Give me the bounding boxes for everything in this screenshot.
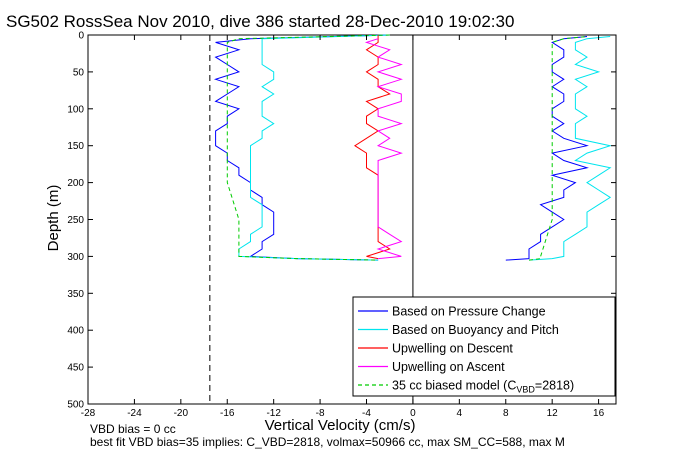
y-tick-label-9: 450 (67, 363, 84, 374)
x-tick-label-3: -16 (220, 408, 235, 419)
x-axis-label: Vertical Velocity (cm/s) (265, 417, 416, 434)
y-tick-label-2: 100 (67, 104, 84, 115)
y-tick-label-7: 350 (67, 289, 84, 300)
vbd-bias-note: VBD bias = 0 cc (90, 422, 176, 436)
y-tick-label-4: 200 (67, 178, 84, 189)
y-axis-label: Depth (m) (45, 185, 62, 252)
x-tick-label-9: 8 (503, 408, 509, 419)
y-tick-label-5: 250 (67, 215, 84, 226)
legend-label-0: Based on Pressure Change (392, 305, 546, 319)
x-tick-label-0: -28 (81, 408, 96, 419)
series-4-descent-line (226, 34, 390, 261)
legend-label-1: Based on Buoyancy and Pitch (392, 323, 559, 337)
y-tick-label-10: 500 (67, 400, 84, 411)
x-tick-label-6: -4 (362, 408, 371, 419)
x-axis-ticks: -28 -24 -20 -16 -12 -8 -4 0 4 8 12 16 (81, 35, 605, 419)
legend-box (352, 296, 616, 397)
y-tick-label-6: 300 (67, 252, 84, 263)
x-tick-label-8: 4 (457, 408, 463, 419)
x-tick-label-1: -24 (127, 408, 142, 419)
x-tick-label-5: -8 (316, 408, 325, 419)
x-tick-label-4: -12 (266, 408, 281, 419)
y-tick-label-0: 0 (78, 31, 84, 42)
y-tick-label-8: 400 (67, 326, 84, 337)
legend: Based on Pressure Change Based on Buoyanc… (352, 296, 616, 397)
y-tick-label-3: 150 (67, 141, 84, 152)
chart-title: SG502 RossSea Nov 2010, dive 386 started… (6, 12, 514, 31)
series-3-line (364, 38, 403, 260)
y-axis-ticks: 0 50 100 150 200 250 300 350 400 450 500 (67, 31, 616, 411)
series-1-ascent-line (528, 36, 613, 261)
y-tick-label-1: 50 (73, 67, 85, 78)
legend-label-2: Upwelling on Descent (392, 342, 513, 356)
series-layer (213, 34, 613, 261)
x-tick-label-2: -20 (174, 408, 189, 419)
series-0-descent-line (213, 34, 390, 261)
x-tick-label-7: 0 (410, 408, 416, 419)
series-4-ascent-line (528, 36, 588, 261)
legend-label-4: 35 cc biased model (CVBD=2818) (392, 379, 574, 395)
x-tick-label-10: 12 (547, 408, 559, 419)
legend-label-3: Upwelling on Ascent (392, 360, 505, 374)
x-tick-label-11: 16 (593, 408, 605, 419)
series-1-descent-line (238, 34, 390, 261)
best-fit-note: best fit VBD bias=35 implies: C_VBD=2818… (90, 435, 565, 449)
